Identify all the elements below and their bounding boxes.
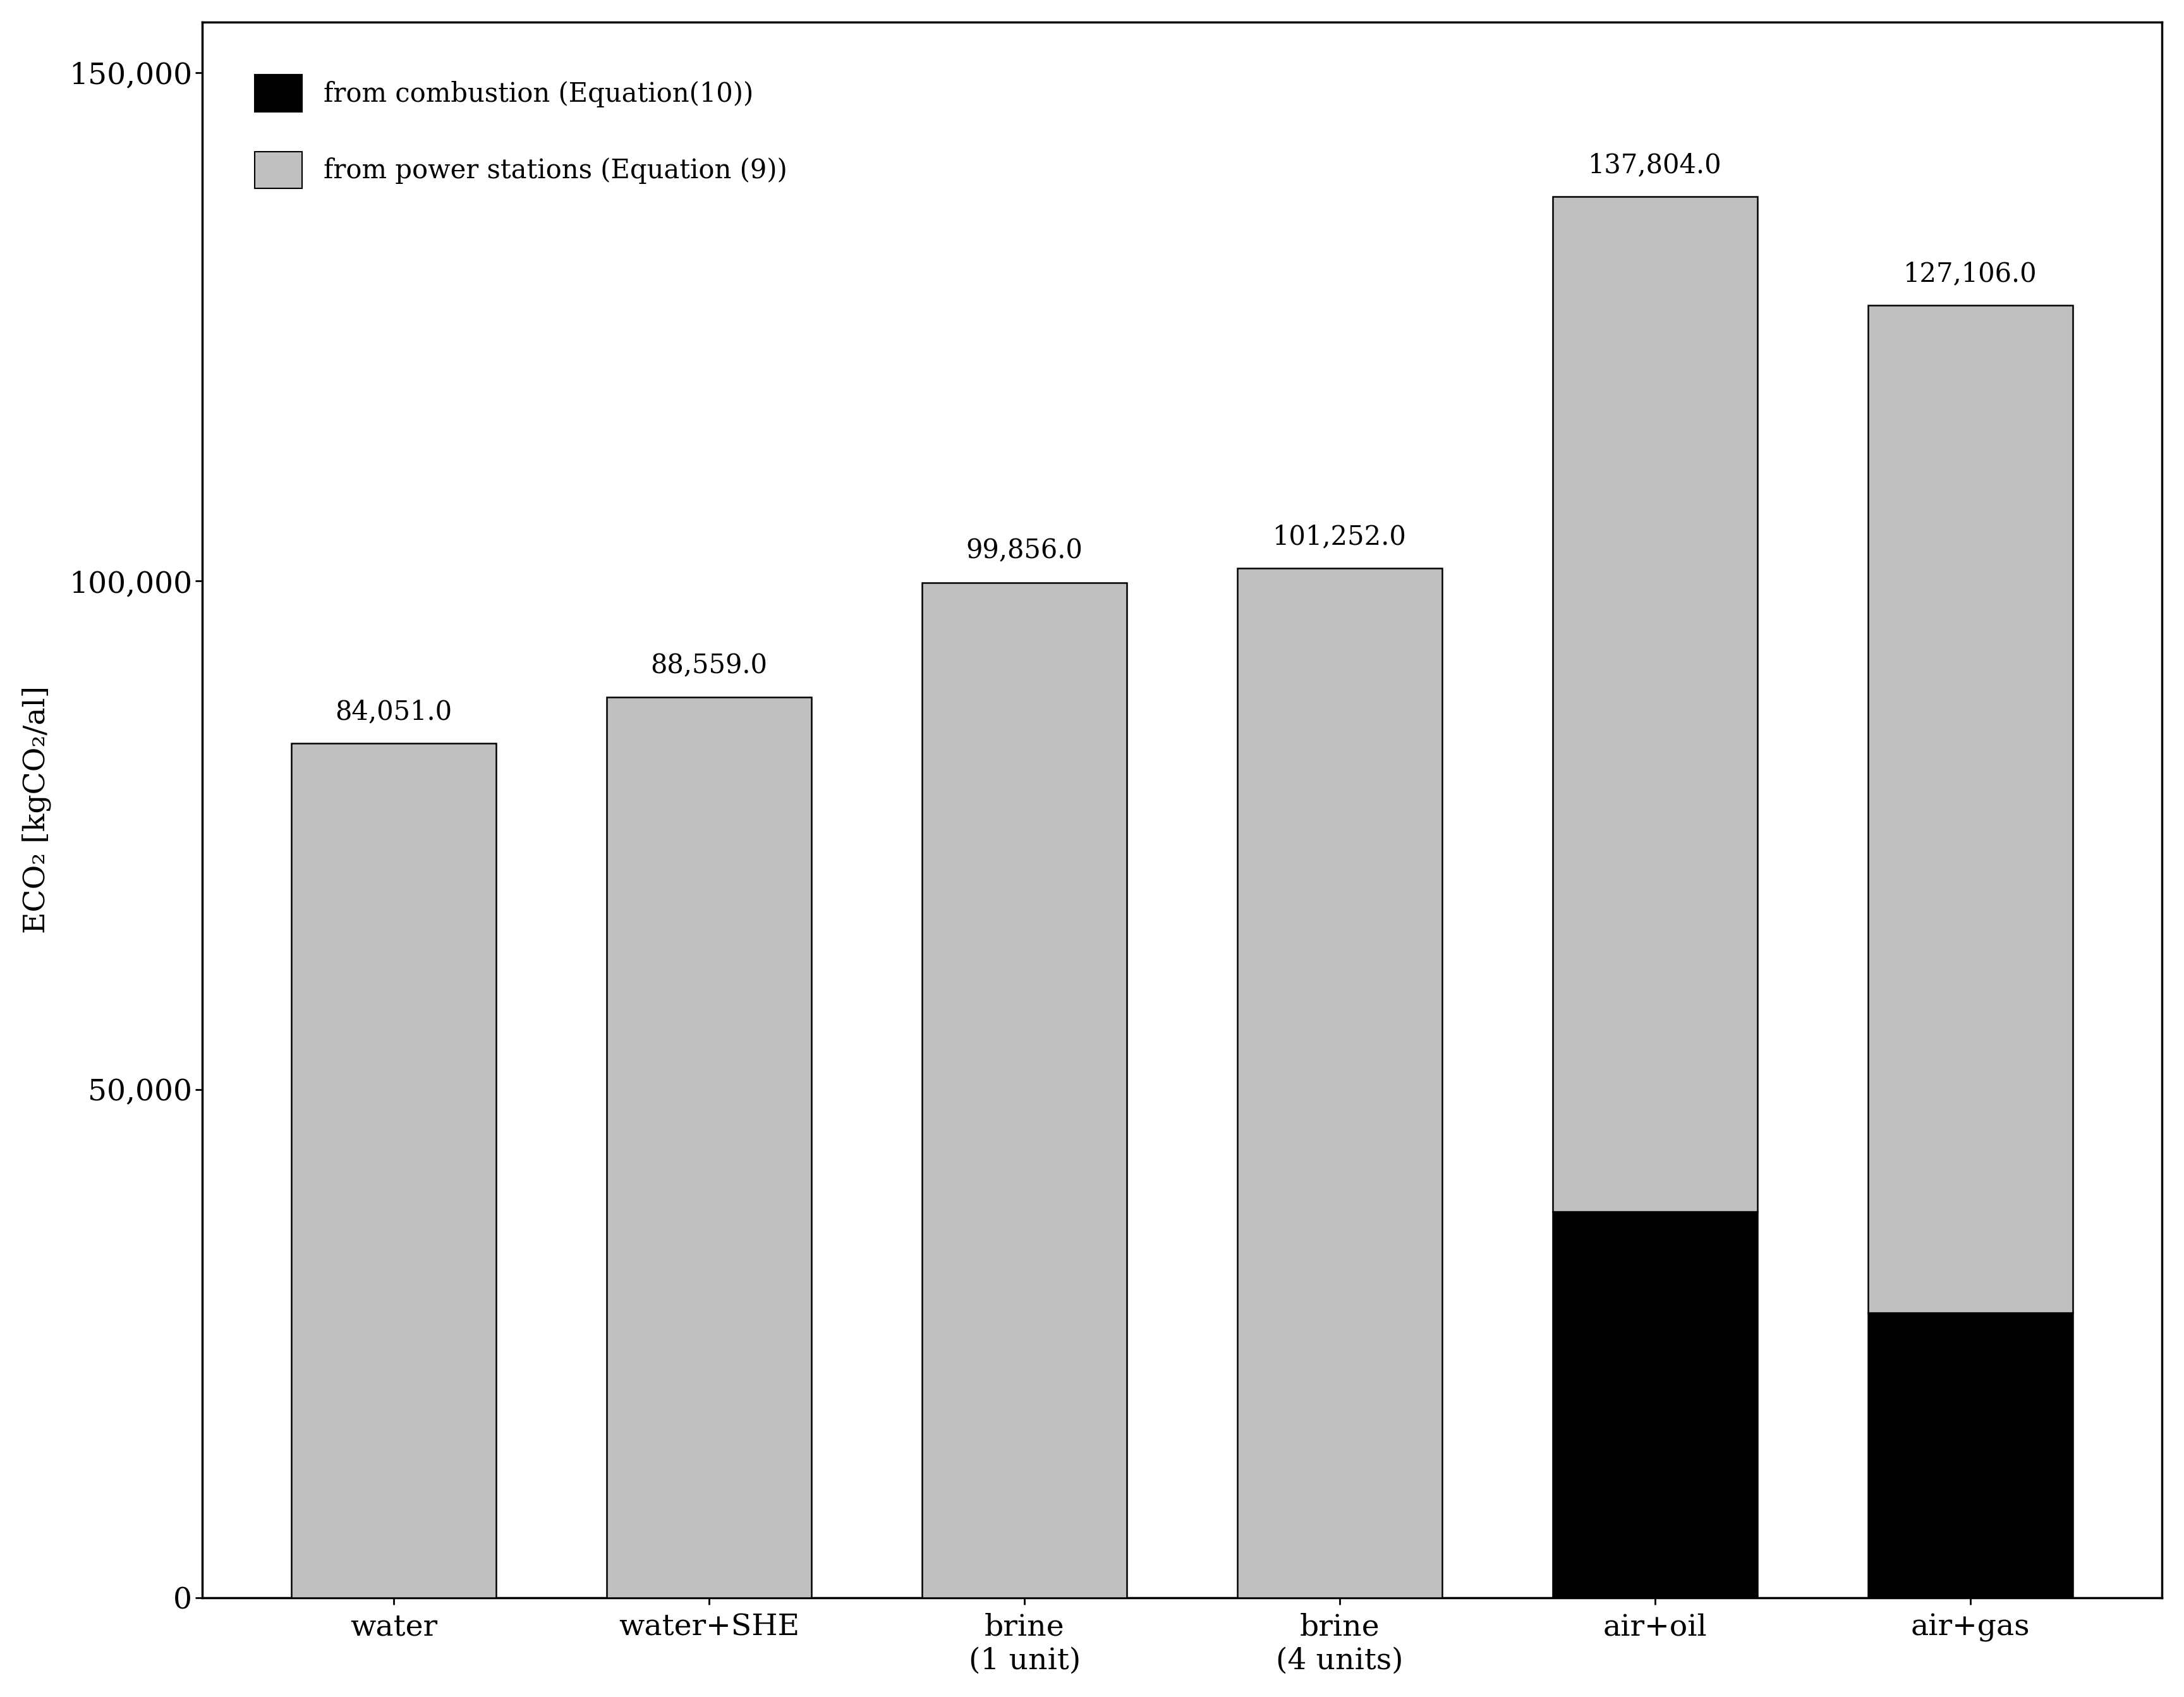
Bar [1553, 1212, 1758, 1597]
Text: 84,051.0: 84,051.0 [336, 699, 452, 725]
Bar [1867, 305, 2073, 1313]
Bar [1238, 568, 1441, 1597]
Text: 101,252.0: 101,252.0 [1273, 523, 1406, 550]
Text: 127,106.0: 127,106.0 [1904, 261, 2038, 287]
Bar [922, 582, 1127, 1597]
Bar [1867, 1313, 2073, 1597]
Bar [607, 697, 812, 1597]
Bar [290, 743, 496, 1597]
Y-axis label: ECO₂ [kgCO₂/al]: ECO₂ [kgCO₂/al] [22, 686, 52, 933]
Bar [1553, 197, 1758, 1212]
Text: 99,856.0: 99,856.0 [965, 538, 1083, 563]
Text: 88,559.0: 88,559.0 [651, 653, 767, 679]
Legend: from combustion (Equation(10)), from power stations (Equation (9)): from combustion (Equation(10)), from pow… [216, 36, 826, 227]
Text: 137,804.0: 137,804.0 [1588, 153, 1721, 178]
